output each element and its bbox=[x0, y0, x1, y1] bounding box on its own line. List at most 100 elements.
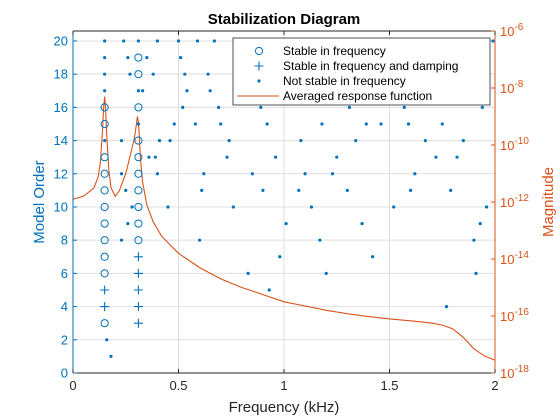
y-left-tick-label: 8 bbox=[61, 233, 68, 248]
not-stable-marker bbox=[176, 39, 181, 43]
not-stable-marker bbox=[179, 55, 183, 60]
not-stable-marker bbox=[103, 55, 107, 60]
not-stable-marker bbox=[371, 255, 375, 259]
legend-box bbox=[232, 37, 491, 106]
not-stable-marker bbox=[354, 138, 358, 143]
not-stable-marker bbox=[364, 122, 368, 126]
not-stable-marker bbox=[257, 79, 261, 83]
not-stable-marker bbox=[320, 122, 324, 126]
not-stable-marker bbox=[491, 39, 495, 43]
not-stable-marker bbox=[183, 72, 187, 76]
not-stable-marker bbox=[157, 138, 162, 143]
stable-damping-marker bbox=[133, 302, 143, 312]
y-right-tick-exponent: -16 bbox=[514, 307, 529, 318]
not-stable-marker bbox=[202, 172, 206, 176]
axis-ticks: 0 0.5 1 1.5 20246810121416182010-1810-1610-1… bbox=[54, 22, 530, 393]
not-stable-marker bbox=[119, 138, 124, 143]
not-stable-marker bbox=[200, 188, 204, 192]
x-tick-label: 0.5 bbox=[169, 378, 187, 393]
stable-frequency-marker bbox=[100, 153, 109, 162]
stable-frequency-marker bbox=[134, 136, 143, 145]
stable-frequency-marker bbox=[100, 319, 109, 328]
x-tick-label: 0 bbox=[69, 378, 76, 393]
y-right-tick-exponent: -10 bbox=[514, 136, 529, 147]
stable-frequency-marker bbox=[134, 186, 143, 195]
not-stable-marker bbox=[309, 205, 314, 209]
not-stable-marker bbox=[103, 89, 107, 93]
not-stable-marker bbox=[206, 72, 210, 76]
y-right-tick-exponent: -14 bbox=[514, 250, 529, 261]
legend-markers bbox=[237, 46, 279, 97]
legend-label-response: Averaged response function bbox=[283, 89, 432, 103]
response-curve-layer bbox=[72, 96, 496, 361]
not-stable-marker bbox=[478, 221, 482, 226]
not-stable-marker bbox=[472, 238, 476, 242]
not-stable-marker bbox=[103, 72, 107, 76]
not-stable-marker bbox=[124, 188, 128, 192]
stable-frequency-marker bbox=[100, 236, 109, 245]
stable-damping-marker bbox=[100, 285, 110, 295]
y-right-tick-exponent: -18 bbox=[514, 364, 529, 375]
not-stable-marker bbox=[119, 172, 124, 176]
not-stable-marker bbox=[155, 172, 159, 176]
stable-frequency-marker bbox=[134, 103, 143, 112]
not-stable-marker bbox=[128, 72, 132, 76]
stable-frequency-marker bbox=[100, 186, 109, 195]
not-stable-marker bbox=[250, 172, 254, 176]
not-stable-marker bbox=[345, 188, 349, 192]
stable-frequency-marker bbox=[100, 169, 109, 178]
y-left-tick-label: 2 bbox=[61, 332, 68, 347]
y-right-tick-exponent: -6 bbox=[514, 22, 523, 33]
stable-damping-marker bbox=[133, 318, 143, 328]
stable-frequency-marker bbox=[100, 103, 109, 112]
stable-frequency-marker bbox=[100, 219, 109, 228]
stable-frequency-marker bbox=[100, 252, 109, 261]
y-right-tick-exponent: -8 bbox=[514, 79, 523, 90]
not-stable-marker bbox=[166, 205, 170, 209]
not-stable-marker bbox=[168, 138, 172, 143]
not-stable-marker bbox=[122, 39, 126, 43]
y-left-tick-label: 14 bbox=[54, 133, 68, 148]
not-stable-marker bbox=[440, 122, 444, 126]
not-stable-marker bbox=[103, 39, 107, 43]
not-stable-marker bbox=[193, 122, 197, 126]
y-left-tick-label: 0 bbox=[61, 366, 68, 381]
stable-frequency-marker bbox=[134, 70, 143, 79]
not-stable-marker bbox=[130, 205, 134, 209]
x-tick-label: 1 bbox=[280, 378, 287, 393]
y-left-tick-label: 20 bbox=[54, 33, 68, 48]
not-stable-marker bbox=[444, 304, 449, 309]
not-stable-marker bbox=[484, 205, 489, 209]
not-stable-marker bbox=[259, 105, 263, 109]
not-stable-marker bbox=[212, 39, 216, 43]
legend-label-stable-damping: Stable in frequency and damping bbox=[283, 59, 458, 73]
not-stable-marker bbox=[208, 89, 212, 93]
stable-frequency-marker bbox=[134, 202, 143, 212]
not-stable-marker bbox=[409, 188, 413, 192]
not-stable-marker bbox=[273, 155, 278, 159]
not-stable-marker bbox=[136, 39, 141, 43]
not-stable-marker bbox=[136, 122, 141, 126]
not-stable-marker bbox=[267, 288, 271, 292]
legend-label-stable-frequency: Stable in frequency bbox=[283, 44, 386, 58]
not-stable-marker bbox=[181, 105, 185, 109]
not-stable-marker bbox=[455, 155, 459, 159]
not-stable-marker bbox=[219, 122, 223, 126]
not-stable-marker bbox=[231, 205, 235, 209]
legend: Stable in frequency Stable in frequency … bbox=[232, 37, 491, 106]
not-stable-marker bbox=[261, 188, 265, 192]
stable-frequency-marker bbox=[254, 46, 264, 56]
not-stable-marker bbox=[109, 354, 113, 358]
not-stable-marker bbox=[480, 105, 484, 109]
y-axis-label-right: Magnitude bbox=[540, 167, 557, 237]
not-stable-marker bbox=[461, 138, 465, 143]
y-left-tick-label: 12 bbox=[54, 166, 68, 181]
not-stable-marker bbox=[155, 39, 159, 43]
y-left-tick-label: 16 bbox=[54, 100, 68, 115]
not-stable-marker bbox=[265, 122, 269, 126]
not-stable-marker bbox=[413, 172, 417, 176]
not-stable-marker bbox=[195, 39, 200, 43]
legend-label-not-stable: Not stable in frequency bbox=[283, 74, 406, 88]
y-right-tick-exponent: -12 bbox=[514, 193, 529, 204]
x-axis-label: Frequency (kHz) bbox=[229, 399, 340, 416]
